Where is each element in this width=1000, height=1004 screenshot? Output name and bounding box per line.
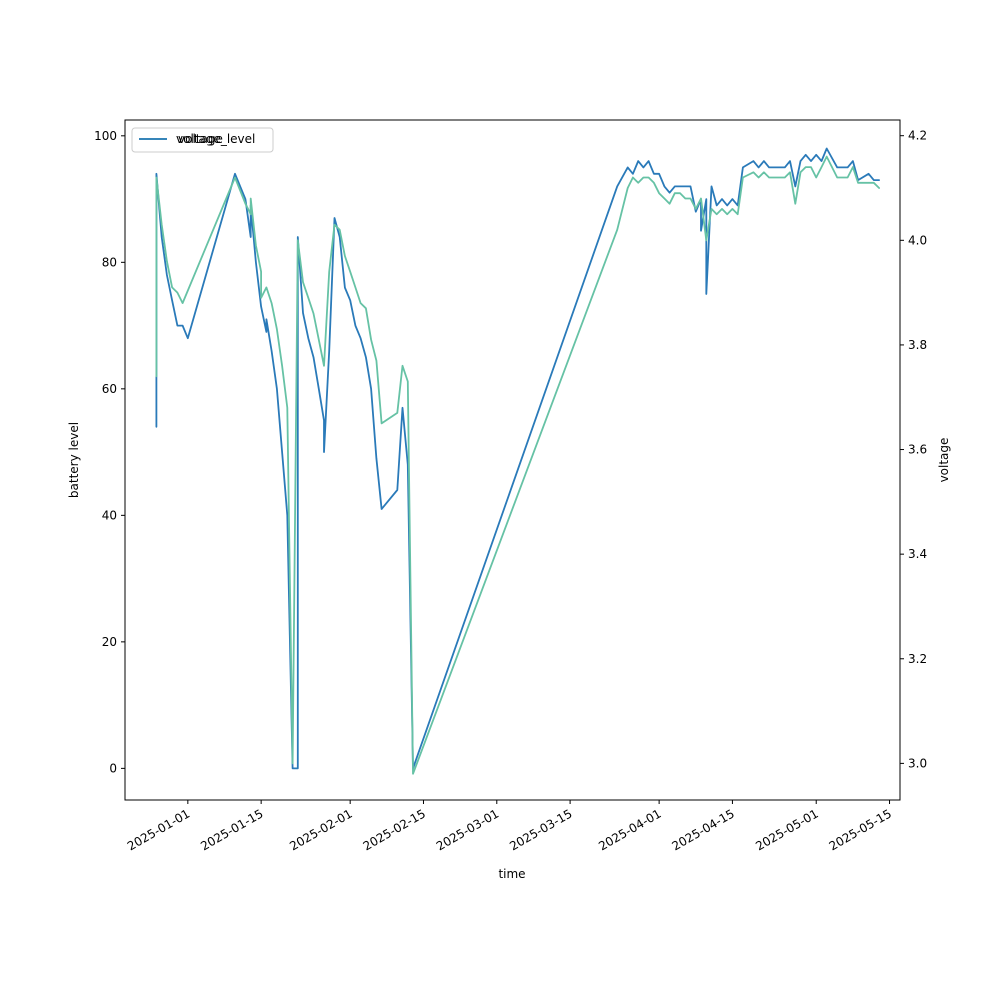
legend-label-voltage: voltage xyxy=(178,132,223,146)
right-y-tick-label: 3.6 xyxy=(908,443,927,457)
left-y-tick-label: 20 xyxy=(102,635,117,649)
left-y-tick-label: 60 xyxy=(102,382,117,396)
right-y-tick-label: 3.4 xyxy=(908,547,927,561)
right-y-tick-label: 3.8 xyxy=(908,338,927,352)
right-y-tick-label: 3.0 xyxy=(908,756,927,770)
right-y-tick-label: 4.2 xyxy=(908,129,927,143)
right-y-axis-title: voltage xyxy=(937,438,951,483)
series-line-voltage xyxy=(155,155,880,775)
left-y-tick-label: 80 xyxy=(102,255,117,269)
left-y-tick-label: 40 xyxy=(102,508,117,522)
series-layer xyxy=(155,147,880,775)
right-y-tick-label: 4.0 xyxy=(908,233,927,247)
left-y-axis-title: battery level xyxy=(67,422,81,498)
x-axis-title: time xyxy=(498,867,525,881)
right-y-tick-label: 3.2 xyxy=(908,652,927,666)
legend-label-voltage-level: voltage_level xyxy=(176,132,255,146)
series-line-voltage-level xyxy=(155,147,880,770)
plot-frame xyxy=(124,119,901,801)
legend-box xyxy=(131,127,274,153)
left-y-tick-label: 0 xyxy=(109,761,117,775)
left-y-tick-label: 100 xyxy=(94,129,117,143)
